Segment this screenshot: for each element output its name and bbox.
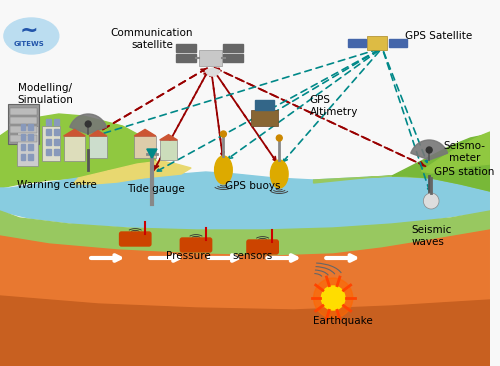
- Polygon shape: [74, 161, 158, 184]
- FancyBboxPatch shape: [180, 238, 212, 252]
- Text: Communication
satellite: Communication satellite: [110, 29, 193, 50]
- Bar: [46, 129, 51, 135]
- Polygon shape: [392, 134, 490, 191]
- Bar: [28, 134, 34, 140]
- Bar: [348, 39, 366, 47]
- Text: GPS station: GPS station: [434, 167, 494, 177]
- Bar: [20, 124, 25, 130]
- Polygon shape: [0, 114, 157, 226]
- Bar: [224, 54, 243, 62]
- Bar: [8, 104, 39, 144]
- Bar: [255, 100, 274, 110]
- Circle shape: [424, 193, 439, 209]
- Wedge shape: [70, 114, 106, 134]
- Circle shape: [322, 286, 345, 310]
- Bar: [28, 124, 34, 130]
- Bar: [28, 144, 34, 150]
- Polygon shape: [89, 131, 107, 136]
- Bar: [46, 139, 51, 145]
- Bar: [28, 154, 34, 160]
- Text: GPS Satellite: GPS Satellite: [406, 31, 472, 41]
- Circle shape: [86, 121, 91, 127]
- FancyBboxPatch shape: [247, 240, 278, 254]
- Text: Seismic
waves: Seismic waves: [412, 225, 452, 247]
- Bar: [0, 0, 490, 226]
- Bar: [54, 139, 59, 145]
- Bar: [389, 39, 406, 47]
- Polygon shape: [314, 164, 490, 191]
- Bar: [251, 110, 278, 126]
- Ellipse shape: [214, 156, 232, 184]
- Text: Tide gauge: Tide gauge: [127, 184, 184, 194]
- Bar: [176, 54, 196, 62]
- Ellipse shape: [4, 18, 59, 54]
- Bar: [199, 50, 222, 66]
- Wedge shape: [411, 140, 448, 160]
- Text: ~: ~: [20, 21, 38, 41]
- Polygon shape: [160, 135, 178, 140]
- Bar: [54, 119, 59, 125]
- Text: sensors: sensors: [232, 251, 273, 261]
- Bar: [20, 144, 25, 150]
- Text: Warning centre: Warning centre: [17, 180, 96, 190]
- Bar: [10, 117, 37, 124]
- Bar: [368, 36, 387, 50]
- Circle shape: [220, 131, 226, 137]
- Text: GITEWS: GITEWS: [14, 41, 45, 47]
- Bar: [16, 126, 38, 166]
- Circle shape: [426, 147, 432, 153]
- Circle shape: [314, 278, 353, 318]
- Bar: [54, 129, 59, 135]
- Text: Modelling/
Simulation: Modelling/ Simulation: [18, 83, 74, 105]
- Text: GPS buoys: GPS buoys: [225, 181, 280, 191]
- Bar: [160, 140, 178, 160]
- Bar: [54, 149, 59, 155]
- Text: Seismo-
meter: Seismo- meter: [444, 141, 486, 163]
- Bar: [89, 136, 107, 158]
- Bar: [20, 134, 25, 140]
- Polygon shape: [134, 130, 156, 136]
- Bar: [10, 126, 37, 133]
- Polygon shape: [0, 230, 490, 366]
- Bar: [134, 136, 156, 158]
- Circle shape: [276, 135, 282, 141]
- Bar: [46, 149, 51, 155]
- Bar: [46, 119, 51, 125]
- Polygon shape: [64, 130, 86, 136]
- Bar: [20, 154, 25, 160]
- FancyBboxPatch shape: [120, 232, 151, 246]
- Bar: [224, 44, 243, 52]
- Ellipse shape: [270, 160, 288, 188]
- Text: Pressure: Pressure: [166, 251, 210, 261]
- Text: GPS
Altimetry: GPS Altimetry: [310, 95, 358, 117]
- Polygon shape: [0, 211, 490, 256]
- Text: Earthquake: Earthquake: [313, 316, 373, 326]
- Bar: [10, 135, 37, 142]
- Polygon shape: [422, 132, 490, 173]
- Polygon shape: [108, 161, 191, 180]
- Bar: [10, 108, 37, 115]
- Bar: [42, 126, 60, 161]
- Polygon shape: [0, 172, 490, 230]
- Bar: [64, 136, 86, 161]
- Wedge shape: [206, 68, 220, 76]
- Bar: [176, 44, 196, 52]
- Polygon shape: [0, 296, 490, 366]
